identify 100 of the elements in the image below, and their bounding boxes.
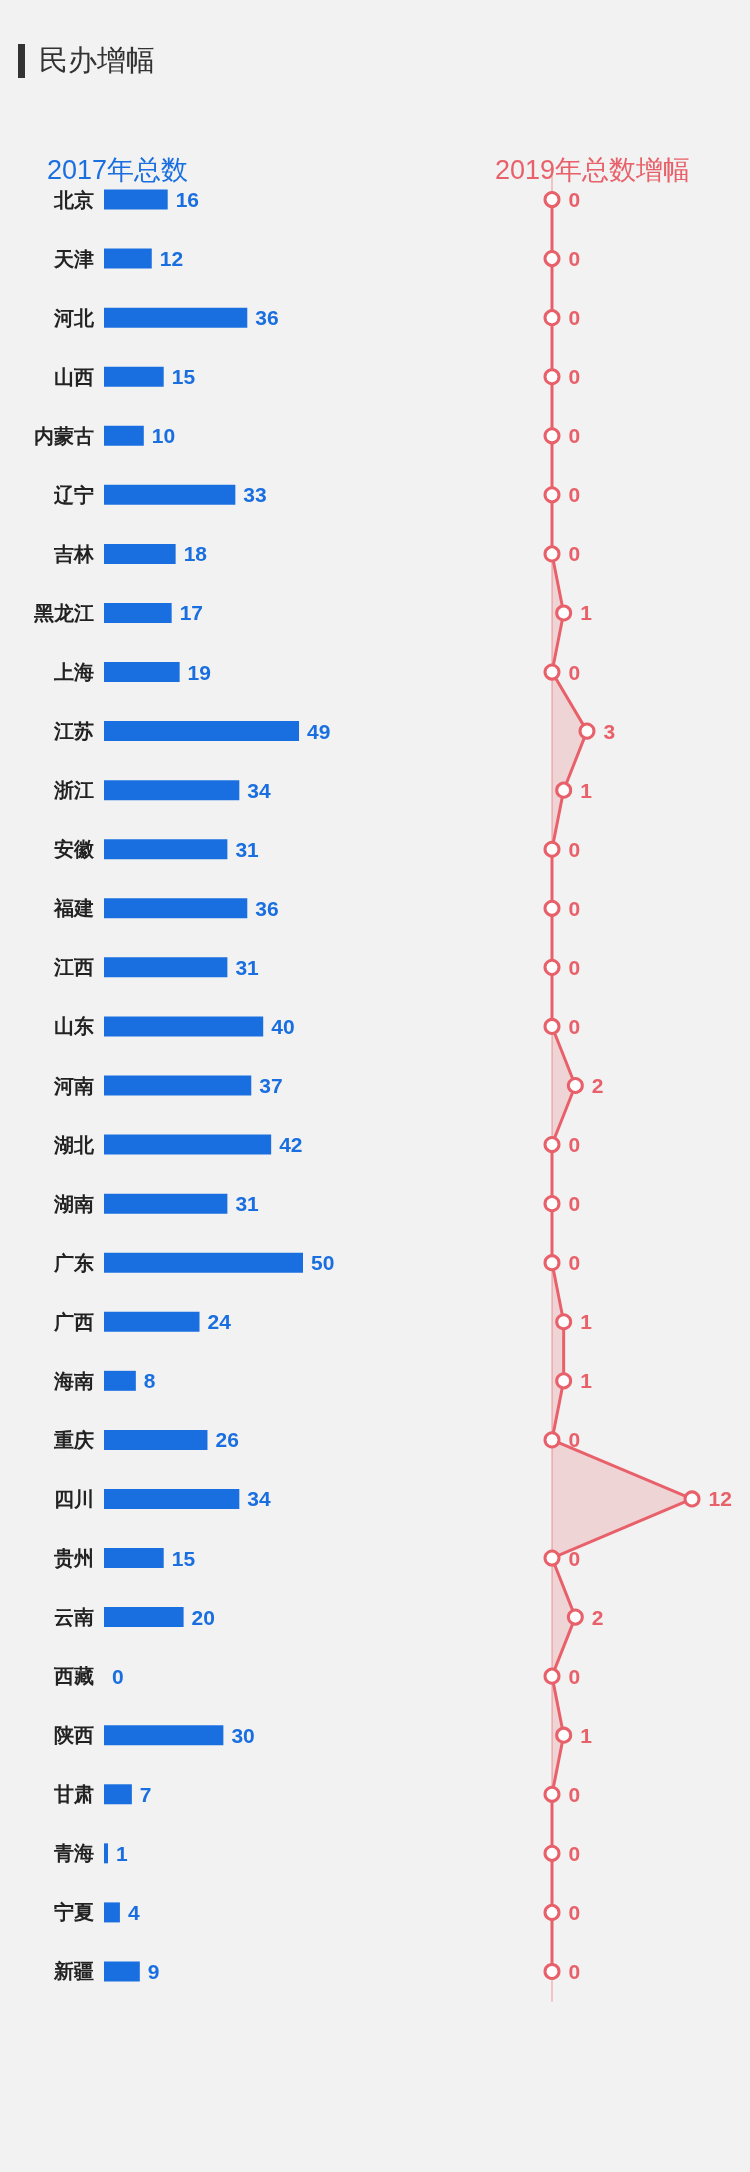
y-tick-label: 山西 <box>54 365 94 388</box>
y-tick-label: 黑龙江 <box>33 601 94 624</box>
point <box>543 1903 561 1921</box>
bar <box>104 1075 252 1096</box>
point <box>566 1608 584 1626</box>
y-tick-label: 内蒙古 <box>34 424 94 447</box>
bar <box>104 1902 120 1923</box>
bar <box>104 662 180 683</box>
y-tick-label: 海南 <box>53 1369 94 1392</box>
data-label: 31 <box>235 955 260 979</box>
data-label: 1 <box>580 1310 593 1334</box>
y-tick-label: 天津 <box>53 247 94 270</box>
point <box>543 368 561 386</box>
y-tick-label: 北京 <box>53 188 94 211</box>
point <box>543 191 561 209</box>
point <box>555 1726 573 1744</box>
data-label: 0 <box>568 1133 581 1157</box>
point <box>543 545 561 563</box>
data-label: 33 <box>243 483 267 507</box>
data-label: 12 <box>159 247 184 271</box>
data-label: 34 <box>247 778 271 802</box>
y-tick-label: 安徽 <box>54 838 95 861</box>
data-label: 36 <box>255 896 279 920</box>
point <box>543 1195 561 1213</box>
y-tick-label: 辽宁 <box>53 483 94 506</box>
data-label: 0 <box>568 660 581 684</box>
data-label: 36 <box>255 306 279 330</box>
bar <box>104 780 240 801</box>
data-label: 31 <box>235 837 260 861</box>
point <box>543 1017 561 1035</box>
point <box>578 722 596 740</box>
bar <box>104 721 300 742</box>
bar <box>104 366 164 387</box>
y-tick-label: 湖南 <box>53 1192 94 1215</box>
y-tick-label: 青海 <box>53 1842 94 1865</box>
data-label: 10 <box>151 424 176 448</box>
point <box>543 1136 561 1154</box>
data-label: 18 <box>183 542 208 566</box>
point <box>543 840 561 858</box>
data-label: 0 <box>568 306 581 330</box>
data-label: 0 <box>568 188 581 212</box>
y-tick-label: 湖北 <box>53 1133 95 1156</box>
point <box>543 486 561 504</box>
point <box>555 1313 573 1331</box>
y-tick-label: 福建 <box>53 897 94 920</box>
data-label: 0 <box>568 1959 581 1983</box>
y-tick-label: 贵州 <box>53 1547 94 1570</box>
y-tick-label: 山东 <box>54 1015 94 1038</box>
data-label: 1 <box>580 1369 593 1393</box>
point <box>543 899 561 917</box>
data-label: 4 <box>127 1900 140 1924</box>
y-tick-label: 江西 <box>53 956 94 979</box>
y-tick-label: 陕西 <box>54 1724 94 1747</box>
data-label: 0 <box>568 896 581 920</box>
data-label: 24 <box>207 1310 232 1334</box>
y-tick-label: 重庆 <box>53 1428 94 1451</box>
bar <box>104 543 176 564</box>
bar <box>104 1311 200 1332</box>
point <box>683 1490 701 1508</box>
data-label: 0 <box>568 424 581 448</box>
y-tick-label: 上海 <box>53 661 94 684</box>
data-label: 12 <box>708 1487 732 1511</box>
point <box>543 427 561 445</box>
data-label: 15 <box>171 365 196 389</box>
bar <box>104 1548 164 1569</box>
bar <box>104 1370 136 1391</box>
point <box>543 1785 561 1803</box>
data-label: 42 <box>279 1133 303 1157</box>
y-tick-label: 西藏 <box>53 1665 94 1688</box>
data-label: 1 <box>115 1841 128 1865</box>
data-label: 49 <box>307 719 331 743</box>
data-label: 0 <box>568 955 581 979</box>
point <box>555 1372 573 1390</box>
point <box>543 1844 561 1862</box>
bar <box>104 839 228 860</box>
bar <box>104 484 236 505</box>
point <box>543 1549 561 1567</box>
bar <box>104 1607 184 1628</box>
y-tick-label: 云南 <box>54 1606 94 1629</box>
bar <box>104 1488 240 1509</box>
data-label: 0 <box>568 483 581 507</box>
bar <box>104 898 248 919</box>
y-tick-label: 河南 <box>53 1074 94 1097</box>
y-tick-label: 宁夏 <box>54 1901 94 1924</box>
data-label: 3 <box>603 719 616 743</box>
bar <box>104 248 152 269</box>
data-label: 1 <box>580 601 593 625</box>
data-label: 9 <box>147 1959 160 1983</box>
point <box>555 604 573 622</box>
bar <box>104 1252 303 1273</box>
data-label: 0 <box>568 1900 581 1924</box>
data-label: 0 <box>568 365 581 389</box>
bar <box>104 1843 108 1864</box>
data-label: 2 <box>591 1074 604 1097</box>
data-label: 0 <box>568 1664 581 1688</box>
data-label: 0 <box>568 1192 581 1216</box>
y-tick-label: 四川 <box>54 1487 94 1510</box>
bar <box>104 1134 272 1155</box>
data-label: 0 <box>568 1782 581 1806</box>
data-label: 0 <box>568 1428 581 1452</box>
